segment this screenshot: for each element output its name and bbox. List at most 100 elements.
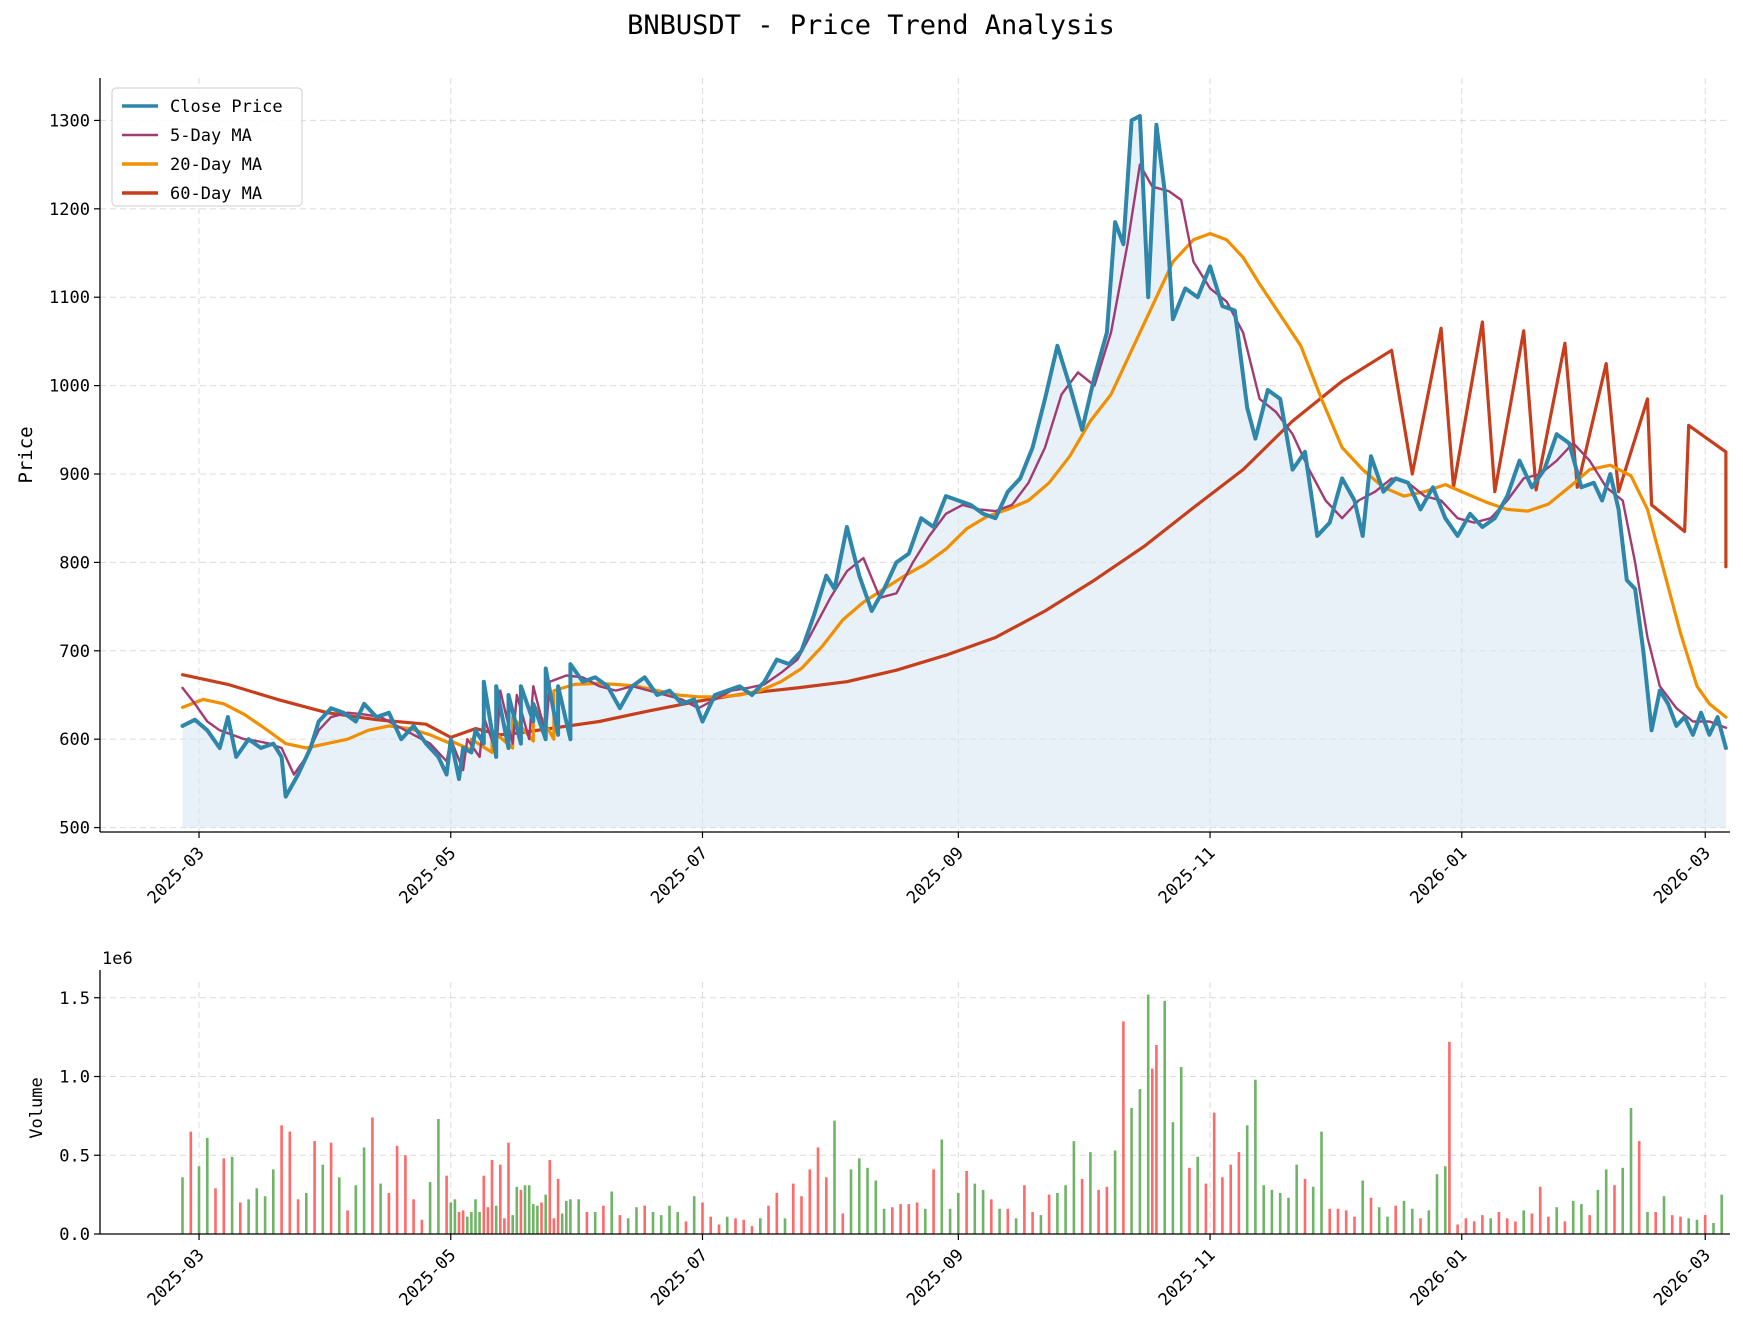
volume-bar: [1411, 1208, 1414, 1234]
volume-bar: [239, 1202, 242, 1234]
volume-bar: [643, 1205, 646, 1234]
volume-bar: [1295, 1164, 1298, 1234]
volume-bar: [453, 1199, 457, 1234]
volume-bar: [362, 1147, 366, 1234]
volume-bar: [759, 1218, 762, 1235]
volume-bar: [899, 1204, 902, 1234]
volume-x-tick-label: 2025-05: [395, 1245, 460, 1310]
volume-bar: [1448, 1041, 1451, 1234]
volume-bar: [263, 1196, 267, 1234]
volume-bar: [532, 1204, 535, 1234]
volume-bar: [1555, 1207, 1558, 1234]
price-y-tick-label: 1200: [49, 200, 90, 220]
volume-bar: [189, 1131, 193, 1234]
volume-bar: [1377, 1207, 1381, 1234]
volume-bar: [1155, 1045, 1158, 1234]
volume-bar: [973, 1183, 977, 1234]
volume-bar: [437, 1119, 440, 1234]
volume-bar: [1171, 1122, 1175, 1234]
volume-bar: [230, 1156, 234, 1234]
volume-bar: [734, 1218, 737, 1235]
volume-bar: [882, 1208, 886, 1234]
volume-bar: [1122, 1021, 1125, 1234]
volume-bar: [321, 1164, 325, 1234]
volume-bar: [280, 1125, 283, 1234]
volume-bar: [1604, 1169, 1608, 1234]
volume-bar: [515, 1186, 519, 1235]
volume-bar: [1328, 1208, 1331, 1234]
price-panel: 500 600 700 800 900 1000 1100 1200 1300 2025-03 20…: [15, 78, 1730, 908]
volume-bar: [701, 1202, 704, 1234]
volume-bar: [222, 1158, 226, 1234]
volume-bar: [1629, 1108, 1633, 1234]
volume-y-axis-title: Volume: [27, 1077, 47, 1138]
volume-bar: [1386, 1216, 1389, 1234]
volume-bar: [1613, 1185, 1616, 1234]
price-x-tick-label: 2025-11: [1155, 843, 1220, 908]
volume-bar: [1089, 1152, 1092, 1234]
volume-bar: [783, 1218, 787, 1235]
volume-bar: [1105, 1186, 1109, 1235]
volume-bar: [990, 1199, 993, 1234]
volume-bar: [1646, 1212, 1649, 1234]
volume-bar: [1596, 1189, 1600, 1234]
volume-bar: [1489, 1218, 1492, 1235]
volume-bar: [1588, 1215, 1591, 1234]
volume-bar: [1262, 1185, 1265, 1234]
volume-y-tick-label: 1.0: [59, 1068, 90, 1088]
volume-bar: [519, 1189, 523, 1234]
volume-bar: [816, 1147, 820, 1234]
price-y-tick-label: 800: [59, 553, 90, 573]
volume-bar: [849, 1169, 853, 1234]
price-y-tick-label: 1000: [49, 377, 90, 397]
volume-bar: [659, 1215, 663, 1234]
volume-bar: [676, 1212, 679, 1234]
volume-bar: [404, 1155, 407, 1235]
price-y-tick-label: 1100: [49, 288, 90, 308]
volume-bar: [507, 1142, 510, 1234]
volume-x-tick-label: 2025-07: [647, 1245, 712, 1310]
volume-bar: [206, 1137, 209, 1234]
volume-bar: [338, 1177, 341, 1234]
volume-bar: [965, 1171, 968, 1234]
volume-x-tick-label: 2026-01: [1406, 1245, 1471, 1310]
volume-bar: [499, 1164, 502, 1234]
volume-bar: [1303, 1178, 1307, 1234]
volume-bar: [1014, 1218, 1018, 1235]
volume-bar: [387, 1193, 391, 1234]
volume-bar: [494, 1205, 498, 1234]
volume-bar: [585, 1212, 589, 1234]
volume-bar: [841, 1213, 845, 1234]
volume-bar: [1245, 1125, 1249, 1234]
volume-bar: [1712, 1223, 1715, 1234]
volume-bar: [1427, 1210, 1431, 1234]
volume-bar: [1419, 1218, 1422, 1235]
volume-bar: [1138, 1089, 1142, 1234]
volume-bar: [1353, 1216, 1356, 1234]
volume-bar: [486, 1207, 490, 1234]
volume-bar: [1113, 1150, 1117, 1234]
volume-bar: [1720, 1194, 1723, 1234]
volume-bar: [1662, 1196, 1666, 1234]
volume-bar: [1481, 1215, 1484, 1234]
legend-label-close: Close Price: [170, 97, 283, 117]
volume-bar: [866, 1167, 869, 1234]
volume-bar: [296, 1199, 300, 1234]
volume-bar: [924, 1208, 927, 1234]
price-y-axis-title: Price: [15, 426, 37, 483]
price-x-tick-label: 2026-01: [1406, 843, 1471, 908]
volume-bar: [197, 1166, 201, 1234]
volume-bar: [1163, 1000, 1166, 1234]
volume-bar: [808, 1169, 812, 1234]
volume-bar: [668, 1205, 671, 1234]
chart-title: BNBUSDT - Price Trend Analysis: [627, 10, 1115, 41]
volume-bar: [354, 1185, 358, 1234]
volume-bar: [395, 1145, 399, 1234]
volume-bar: [1047, 1194, 1051, 1234]
price-y-tick-label: 900: [59, 465, 90, 485]
volume-bar: [1394, 1205, 1397, 1234]
volume-bar: [490, 1160, 494, 1234]
volume-bar: [1687, 1218, 1690, 1235]
volume-bar: [1472, 1221, 1476, 1234]
volume-bar: [948, 1208, 952, 1234]
